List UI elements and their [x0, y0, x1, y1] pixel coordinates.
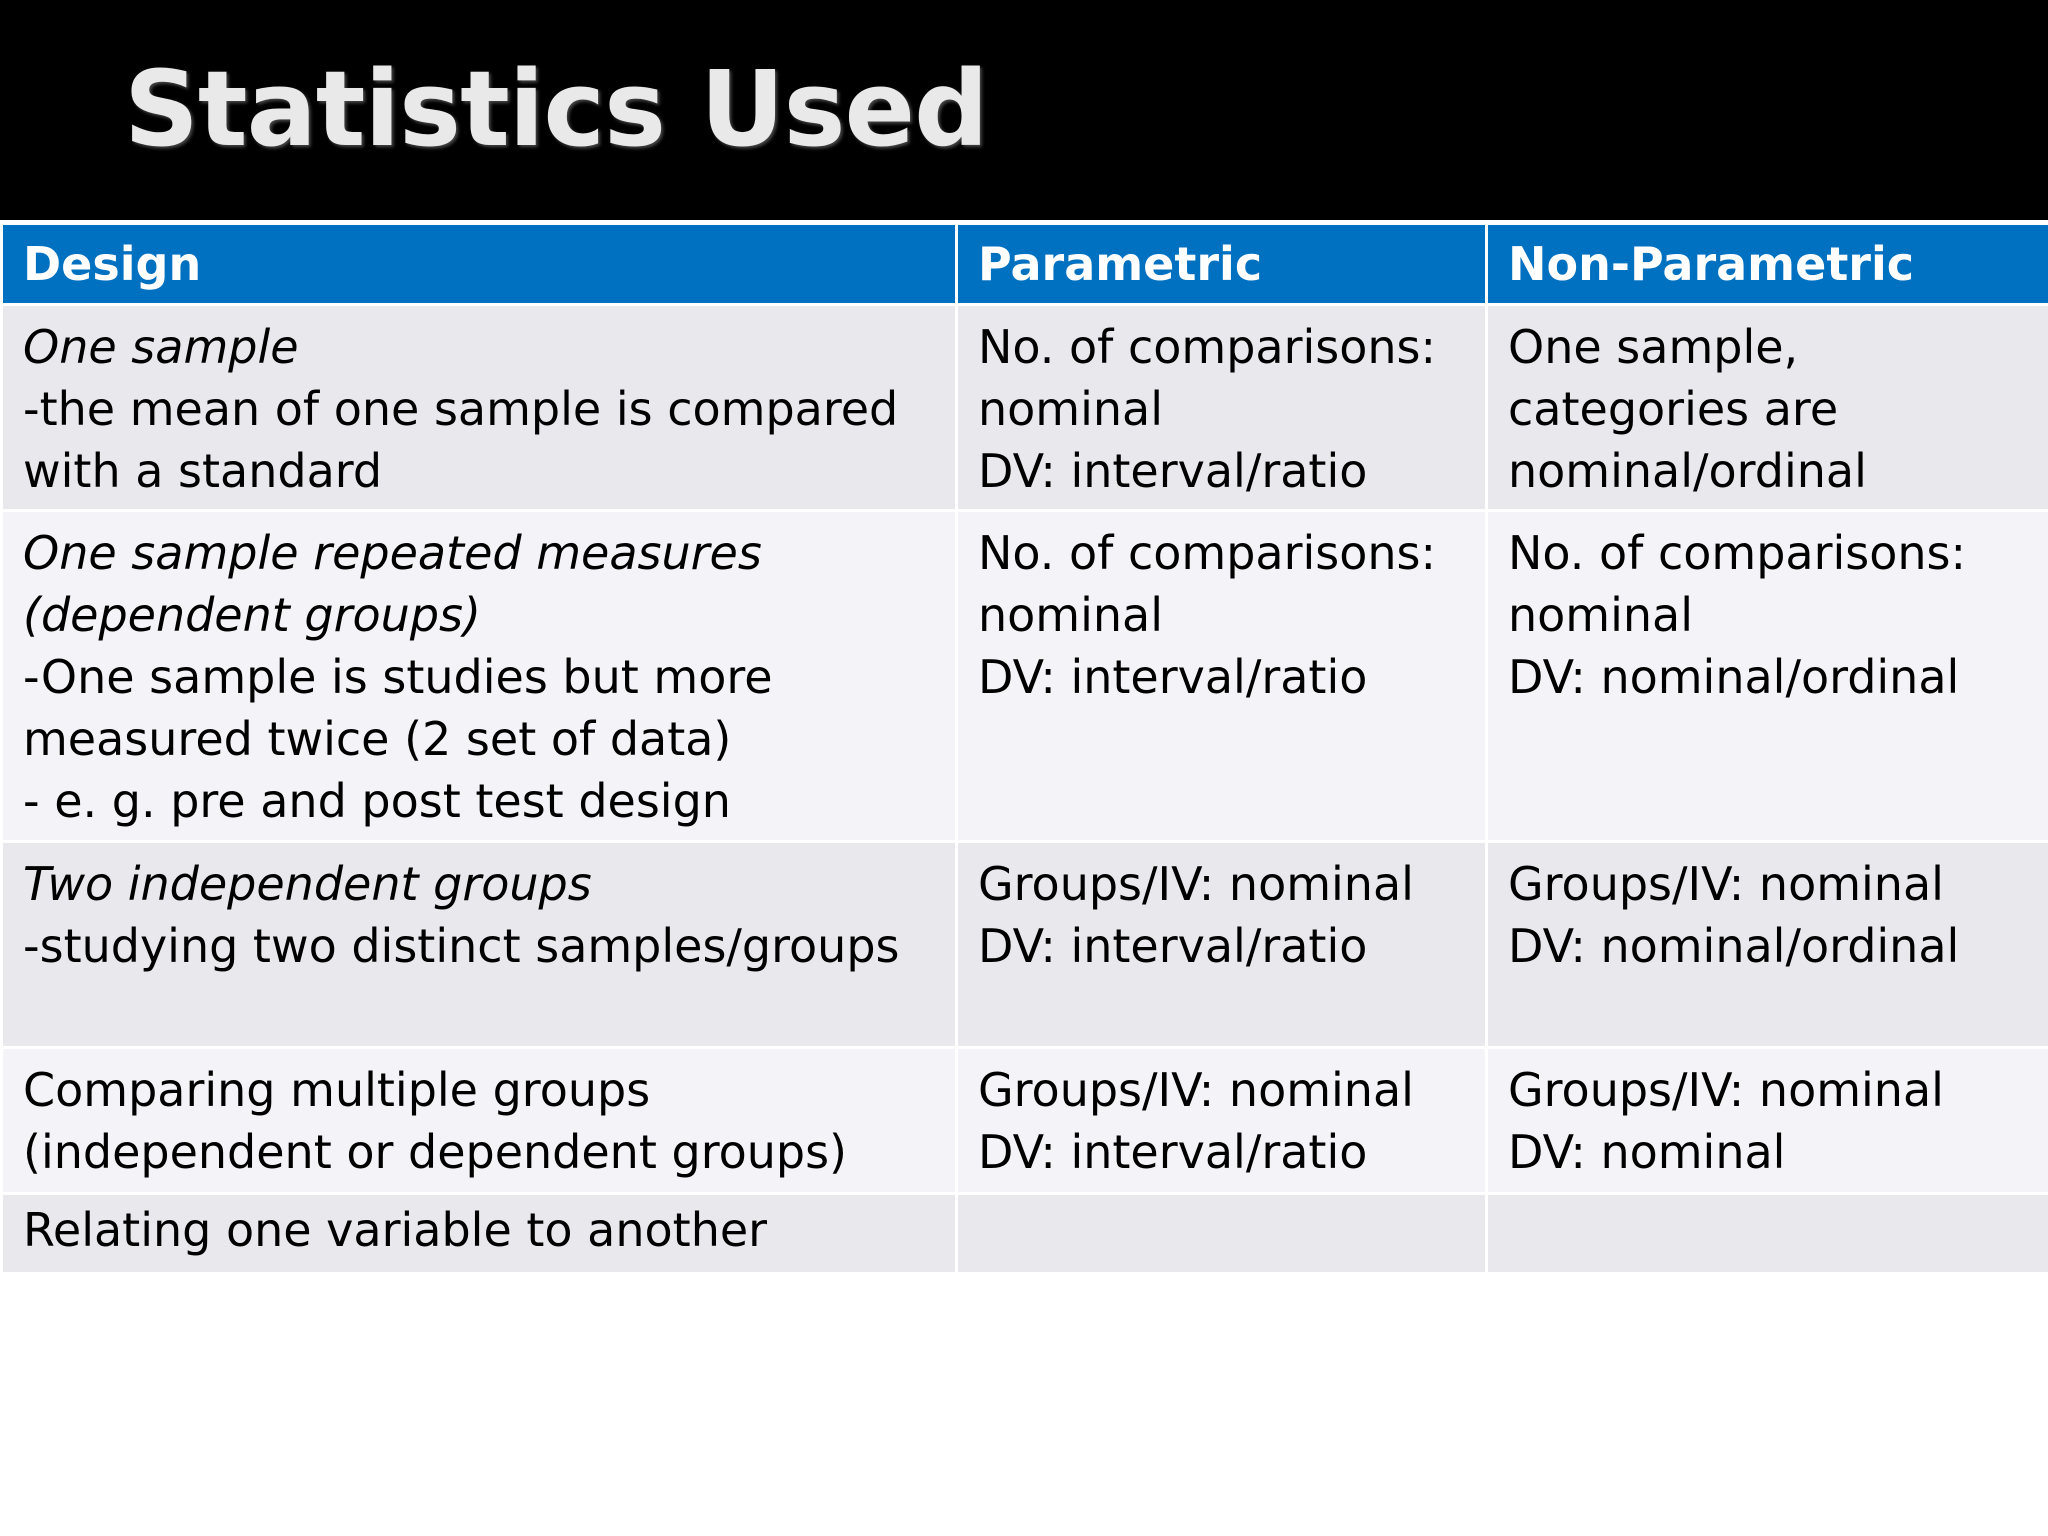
- statistics-table: Design Parametric Non-Parametric One sam…: [0, 222, 2048, 1275]
- parametric-cell: No. of comparisons: nominal DV: interval…: [955, 304, 1487, 512]
- nonparametric-cell: [1485, 1193, 2048, 1275]
- table-header-row: Design Parametric Non-Parametric: [0, 222, 2048, 306]
- table-row: Two independent groups -studying two dis…: [0, 841, 2048, 1049]
- design-description: -One sample is studies but more measured…: [23, 650, 773, 828]
- table-row: One sample repeated measures (dependent …: [0, 510, 2048, 843]
- slide-title: Statistics Used: [124, 48, 989, 170]
- design-cell: Two independent groups -studying two dis…: [0, 841, 957, 1049]
- header-nonparametric: Non-Parametric: [1485, 222, 2048, 306]
- parametric-cell: No. of comparisons: nominal DV: interval…: [955, 510, 1487, 843]
- table-row: Relating one variable to another: [0, 1193, 2048, 1275]
- parametric-cell: [955, 1193, 1487, 1275]
- design-description: -the mean of one sample is compared with…: [23, 382, 899, 498]
- nonparametric-cell: No. of comparisons: nominal DV: nominal/…: [1485, 510, 2048, 843]
- design-title: One sample: [23, 320, 299, 374]
- design-cell: One sample -the mean of one sample is co…: [0, 304, 957, 512]
- parametric-cell: Groups/IV: nominal DV: interval/ratio: [955, 1047, 1487, 1195]
- design-title: One sample repeated measures (dependent …: [23, 526, 762, 642]
- nonparametric-cell: Groups/IV: nominal DV: nominal: [1485, 1047, 2048, 1195]
- nonparametric-cell: Groups/IV: nominal DV: nominal/ordinal: [1485, 841, 2048, 1049]
- table-row: One sample -the mean of one sample is co…: [0, 304, 2048, 512]
- design-cell: One sample repeated measures (dependent …: [0, 510, 957, 843]
- header-design: Design: [0, 222, 957, 306]
- header-parametric: Parametric: [955, 222, 1487, 306]
- parametric-cell: Groups/IV: nominal DV: interval/ratio: [955, 841, 1487, 1049]
- nonparametric-cell: One sample, categories are nominal/ordin…: [1485, 304, 2048, 512]
- title-bar: Statistics Used: [0, 0, 2048, 220]
- design-description: -studying two distinct samples/groups: [23, 919, 900, 973]
- design-cell: Comparing multiple groups (independent o…: [0, 1047, 957, 1195]
- design-title: Two independent groups: [23, 857, 592, 911]
- design-cell: Relating one variable to another: [0, 1193, 957, 1275]
- table-row: Comparing multiple groups (independent o…: [0, 1047, 2048, 1195]
